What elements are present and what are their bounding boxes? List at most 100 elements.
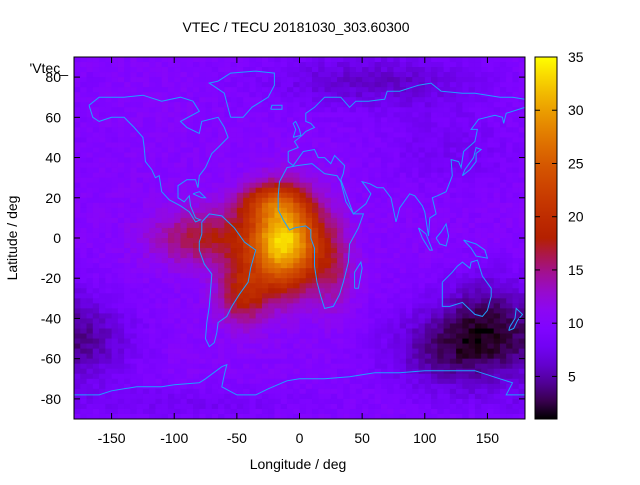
heatmap-cell: [99, 172, 106, 179]
heatmap-cell: [468, 318, 476, 325]
heatmap-cell: [374, 127, 382, 134]
heatmap-cell: [186, 238, 194, 244]
heatmap-cell: [474, 353, 482, 360]
heatmap-cell: [506, 338, 514, 345]
heatmap-cell: [349, 137, 357, 144]
heatmap-cell: [111, 388, 119, 395]
heatmap-cell: [349, 363, 357, 370]
heatmap-cell: [224, 172, 232, 179]
heatmap-cell: [374, 197, 382, 204]
heatmap-cell: [174, 318, 182, 325]
heatmap-cell: [280, 212, 288, 219]
heatmap-cell: [437, 333, 445, 340]
heatmap-cell: [499, 323, 507, 330]
heatmap-cell: [506, 268, 514, 274]
heatmap-cell: [105, 177, 113, 184]
heatmap-cell: [230, 363, 238, 370]
heatmap-cell: [161, 338, 169, 345]
heatmap-cell: [236, 77, 244, 83]
heatmap-cell: [80, 258, 88, 264]
heatmap-cell: [312, 378, 319, 385]
heatmap-cell: [211, 122, 219, 128]
heatmap-cell: [362, 273, 369, 279]
heatmap-cell: [405, 182, 413, 189]
heatmap-cell: [374, 253, 382, 259]
heatmap-cell: [80, 353, 88, 360]
heatmap-cell: [236, 333, 244, 340]
heatmap-cell: [99, 373, 106, 380]
heatmap-cell: [305, 112, 313, 118]
heatmap-cell: [224, 373, 232, 380]
heatmap-cell: [437, 177, 445, 184]
heatmap-cell: [293, 303, 301, 309]
heatmap-cell: [224, 333, 232, 340]
heatmap-cell: [337, 398, 344, 405]
heatmap-cell: [412, 308, 420, 315]
heatmap-cell: [180, 278, 188, 284]
heatmap-cell: [136, 373, 144, 380]
heatmap-cell: [286, 373, 294, 380]
heatmap-cell: [249, 298, 257, 304]
heatmap-cell: [218, 258, 225, 264]
heatmap-cell: [437, 358, 445, 365]
heatmap-cell: [305, 217, 313, 224]
heatmap-cell: [424, 263, 432, 269]
heatmap-cell: [92, 117, 100, 123]
heatmap-cell: [180, 298, 188, 304]
heatmap-cell: [155, 273, 163, 279]
heatmap-cell: [412, 207, 420, 214]
heatmap-cell: [193, 348, 200, 355]
heatmap-cell: [130, 62, 138, 68]
heatmap-cell: [499, 62, 507, 68]
heatmap-cell: [424, 87, 432, 93]
heatmap-cell: [199, 232, 207, 239]
heatmap-cell: [343, 227, 351, 234]
heatmap-cell: [111, 338, 119, 345]
heatmap-cell: [268, 82, 276, 88]
heatmap-cell: [474, 303, 482, 309]
heatmap-cell: [230, 343, 238, 350]
heatmap-cell: [255, 192, 263, 199]
heatmap-cell: [199, 152, 207, 159]
heatmap-cell: [506, 388, 514, 395]
heatmap-cell: [412, 318, 420, 325]
heatmap-cell: [405, 172, 413, 179]
heatmap-cell: [205, 192, 213, 199]
heatmap-cell: [399, 107, 407, 113]
heatmap-cell: [117, 323, 125, 330]
heatmap-cell: [506, 303, 514, 309]
heatmap-cell: [92, 147, 100, 154]
heatmap-cell: [481, 288, 489, 294]
heatmap-cell: [155, 232, 163, 239]
heatmap-cell: [218, 207, 225, 214]
heatmap-cell: [174, 132, 182, 139]
heatmap-cell: [149, 127, 157, 134]
heatmap-cell: [399, 67, 407, 73]
heatmap-cell: [512, 353, 520, 360]
heatmap-cell: [224, 232, 232, 239]
heatmap-cell: [506, 177, 514, 184]
heatmap-cell: [224, 288, 232, 294]
heatmap-cell: [174, 273, 182, 279]
heatmap-cell: [111, 152, 119, 159]
heatmap-cell: [86, 328, 94, 335]
heatmap-cell: [424, 343, 432, 350]
heatmap-cell: [236, 67, 244, 73]
heatmap-cell: [224, 303, 232, 309]
heatmap-cell: [518, 243, 525, 249]
heatmap-cell: [261, 348, 269, 355]
heatmap-cell: [142, 122, 150, 128]
heatmap-cell: [449, 137, 457, 144]
heatmap-cell: [74, 137, 81, 144]
heatmap-cell: [193, 147, 200, 154]
heatmap-cell: [362, 227, 369, 234]
heatmap-cell: [312, 152, 319, 159]
heatmap-cell: [280, 263, 288, 269]
heatmap-cell: [92, 82, 100, 88]
heatmap-cell: [274, 67, 282, 73]
heatmap-cell: [362, 57, 369, 63]
heatmap-cell: [136, 167, 144, 174]
heatmap-cell: [136, 318, 144, 325]
heatmap-cell: [318, 348, 326, 355]
heatmap-cell: [186, 137, 194, 144]
